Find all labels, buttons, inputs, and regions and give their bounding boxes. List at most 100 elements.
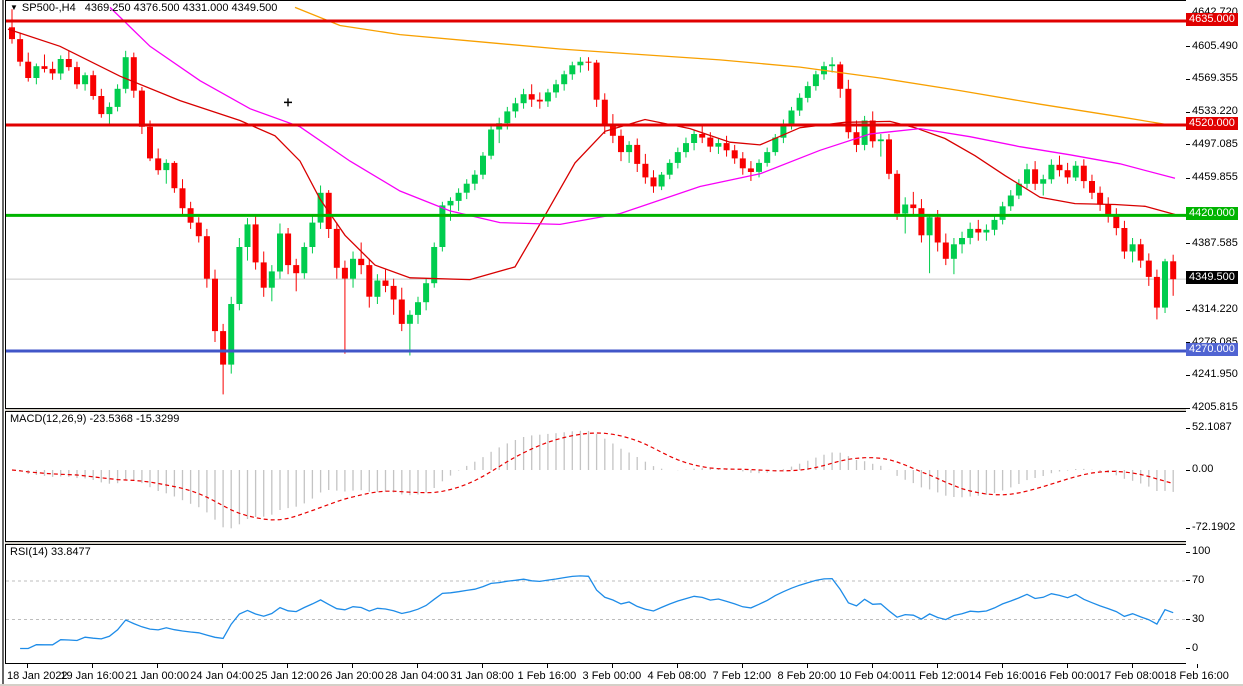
time-tick-label: 16 Feb 00:00 [1034, 670, 1100, 682]
time-tick [287, 664, 289, 668]
candle-body [244, 224, 251, 247]
candle-body [122, 57, 129, 89]
time-tick [482, 664, 483, 668]
macd-tick [1186, 469, 1190, 471]
macd-plot[interactable] [6, 412, 1186, 541]
candle-body [1145, 260, 1152, 277]
candle-body [894, 173, 901, 214]
rsi-tick [1186, 648, 1190, 649]
candle-body [228, 304, 235, 365]
candle-body [1113, 215, 1120, 229]
panel-separator[interactable] [5, 409, 1187, 411]
candle-body [1121, 228, 1128, 252]
candle-body [593, 62, 600, 100]
time-tick-label: 24 Jan 04:00 [190, 670, 254, 682]
candle-body [398, 299, 405, 324]
candle-body [829, 64, 836, 67]
candle-body [699, 134, 706, 138]
time-tick [1066, 664, 1068, 668]
candle-body [747, 168, 754, 172]
candle-body [1048, 164, 1055, 180]
macd-tick [1186, 427, 1190, 429]
price-tick-label: 4205.815 [1192, 401, 1238, 414]
candle-body [33, 66, 40, 78]
time-tick [676, 664, 678, 668]
time-tick [611, 664, 613, 668]
time-tick-label: 18 Feb 16:00 [1164, 670, 1229, 682]
candle-body [1040, 179, 1047, 184]
candle-body [983, 229, 990, 233]
macd-panel[interactable]: MACD(12,26,9) -23.5368 -15.3299 [5, 411, 1187, 542]
candle-body [674, 152, 681, 163]
candle-body [374, 280, 381, 297]
candle-body [577, 61, 584, 66]
price-tick-label: 4314.220 [1192, 303, 1238, 316]
time-tick [27, 664, 29, 668]
time-tick-label: 4 Feb 08:00 [647, 670, 707, 682]
candle-body [74, 67, 80, 85]
rsi-panel[interactable]: RSI(14) 33.8477 [5, 544, 1187, 664]
candle-body [1072, 165, 1079, 178]
candle-body [601, 99, 608, 125]
candle-body [561, 74, 568, 85]
candle-body [902, 204, 909, 214]
candle-body [463, 183, 470, 193]
candle-body [1064, 170, 1071, 178]
candle-body [90, 75, 97, 96]
time-tick-label: 7 Feb 12:00 [712, 670, 772, 682]
panel-separator[interactable] [5, 542, 1187, 544]
price-tick [1186, 144, 1190, 146]
time-tick-label: 18 Jan 2022 [7, 670, 68, 682]
rsi-label: RSI(14) 33.8477 [10, 546, 91, 558]
candle-body [1080, 165, 1087, 182]
candle-body [350, 258, 356, 279]
rsi-tick-label: 70 [1192, 573, 1205, 586]
time-tick [417, 664, 418, 668]
price-tick-label: 4459.855 [1192, 171, 1238, 184]
time-tick-label: 17 Feb 08:00 [1099, 670, 1165, 682]
rsi-plot[interactable] [6, 545, 1186, 663]
price-plot[interactable] [6, 1, 1186, 408]
candle-body [195, 222, 202, 237]
candle-body [1089, 181, 1095, 193]
price-tick [1186, 243, 1190, 245]
macd-tick [1186, 527, 1190, 529]
candle-body [739, 158, 746, 169]
candle-body [317, 192, 324, 223]
candle-body [1024, 169, 1030, 184]
time-tick [1001, 664, 1003, 668]
candle-body [1137, 244, 1144, 261]
candle-body [268, 271, 275, 288]
candle-body [528, 94, 535, 100]
main-chart-panel[interactable]: ▼ SP500-,H4 4369.250 4376.500 4331.000 434… [5, 0, 1187, 409]
macd-tick-label: 0.00 [1192, 463, 1214, 475]
candle-body [691, 134, 698, 143]
candle-body [138, 90, 145, 127]
candle-body [618, 135, 624, 153]
time-tick [92, 664, 94, 668]
price-axis[interactable]: 4642.7204605.4904569.3554533.2204497.085… [1186, 0, 1243, 686]
candle-body [658, 174, 665, 187]
window-bottom-border [0, 684, 1243, 686]
candle-body [49, 68, 56, 74]
candle-body [65, 59, 72, 68]
candle-body [236, 247, 243, 304]
candle-body [780, 124, 787, 138]
rsi-tick-label: 0 [1192, 641, 1199, 654]
candle-body [333, 228, 340, 268]
chart-title-ohlc: 4369.250 4376.500 4331.000 4349.500 [84, 2, 278, 14]
time-axis[interactable]: 18 Jan 2022 19 Jan 16:00 21 Jan 00:00 24 Ja… [5, 664, 1229, 686]
candle-body [431, 247, 438, 284]
candle-body [488, 129, 495, 156]
ma-mid-magenta [109, 6, 1176, 226]
candle-body [1129, 244, 1136, 252]
price-tick [1186, 407, 1190, 409]
candle-body [171, 162, 178, 189]
time-tick-label: 19 Jan 16:00 [60, 670, 124, 682]
symbol-dropdown-icon[interactable]: ▼ [10, 3, 18, 12]
candle-body [569, 65, 576, 75]
candle-body [212, 278, 218, 332]
chart-cross-marker[interactable] [284, 98, 292, 107]
time-tick [157, 664, 159, 668]
candle-body [536, 99, 543, 102]
